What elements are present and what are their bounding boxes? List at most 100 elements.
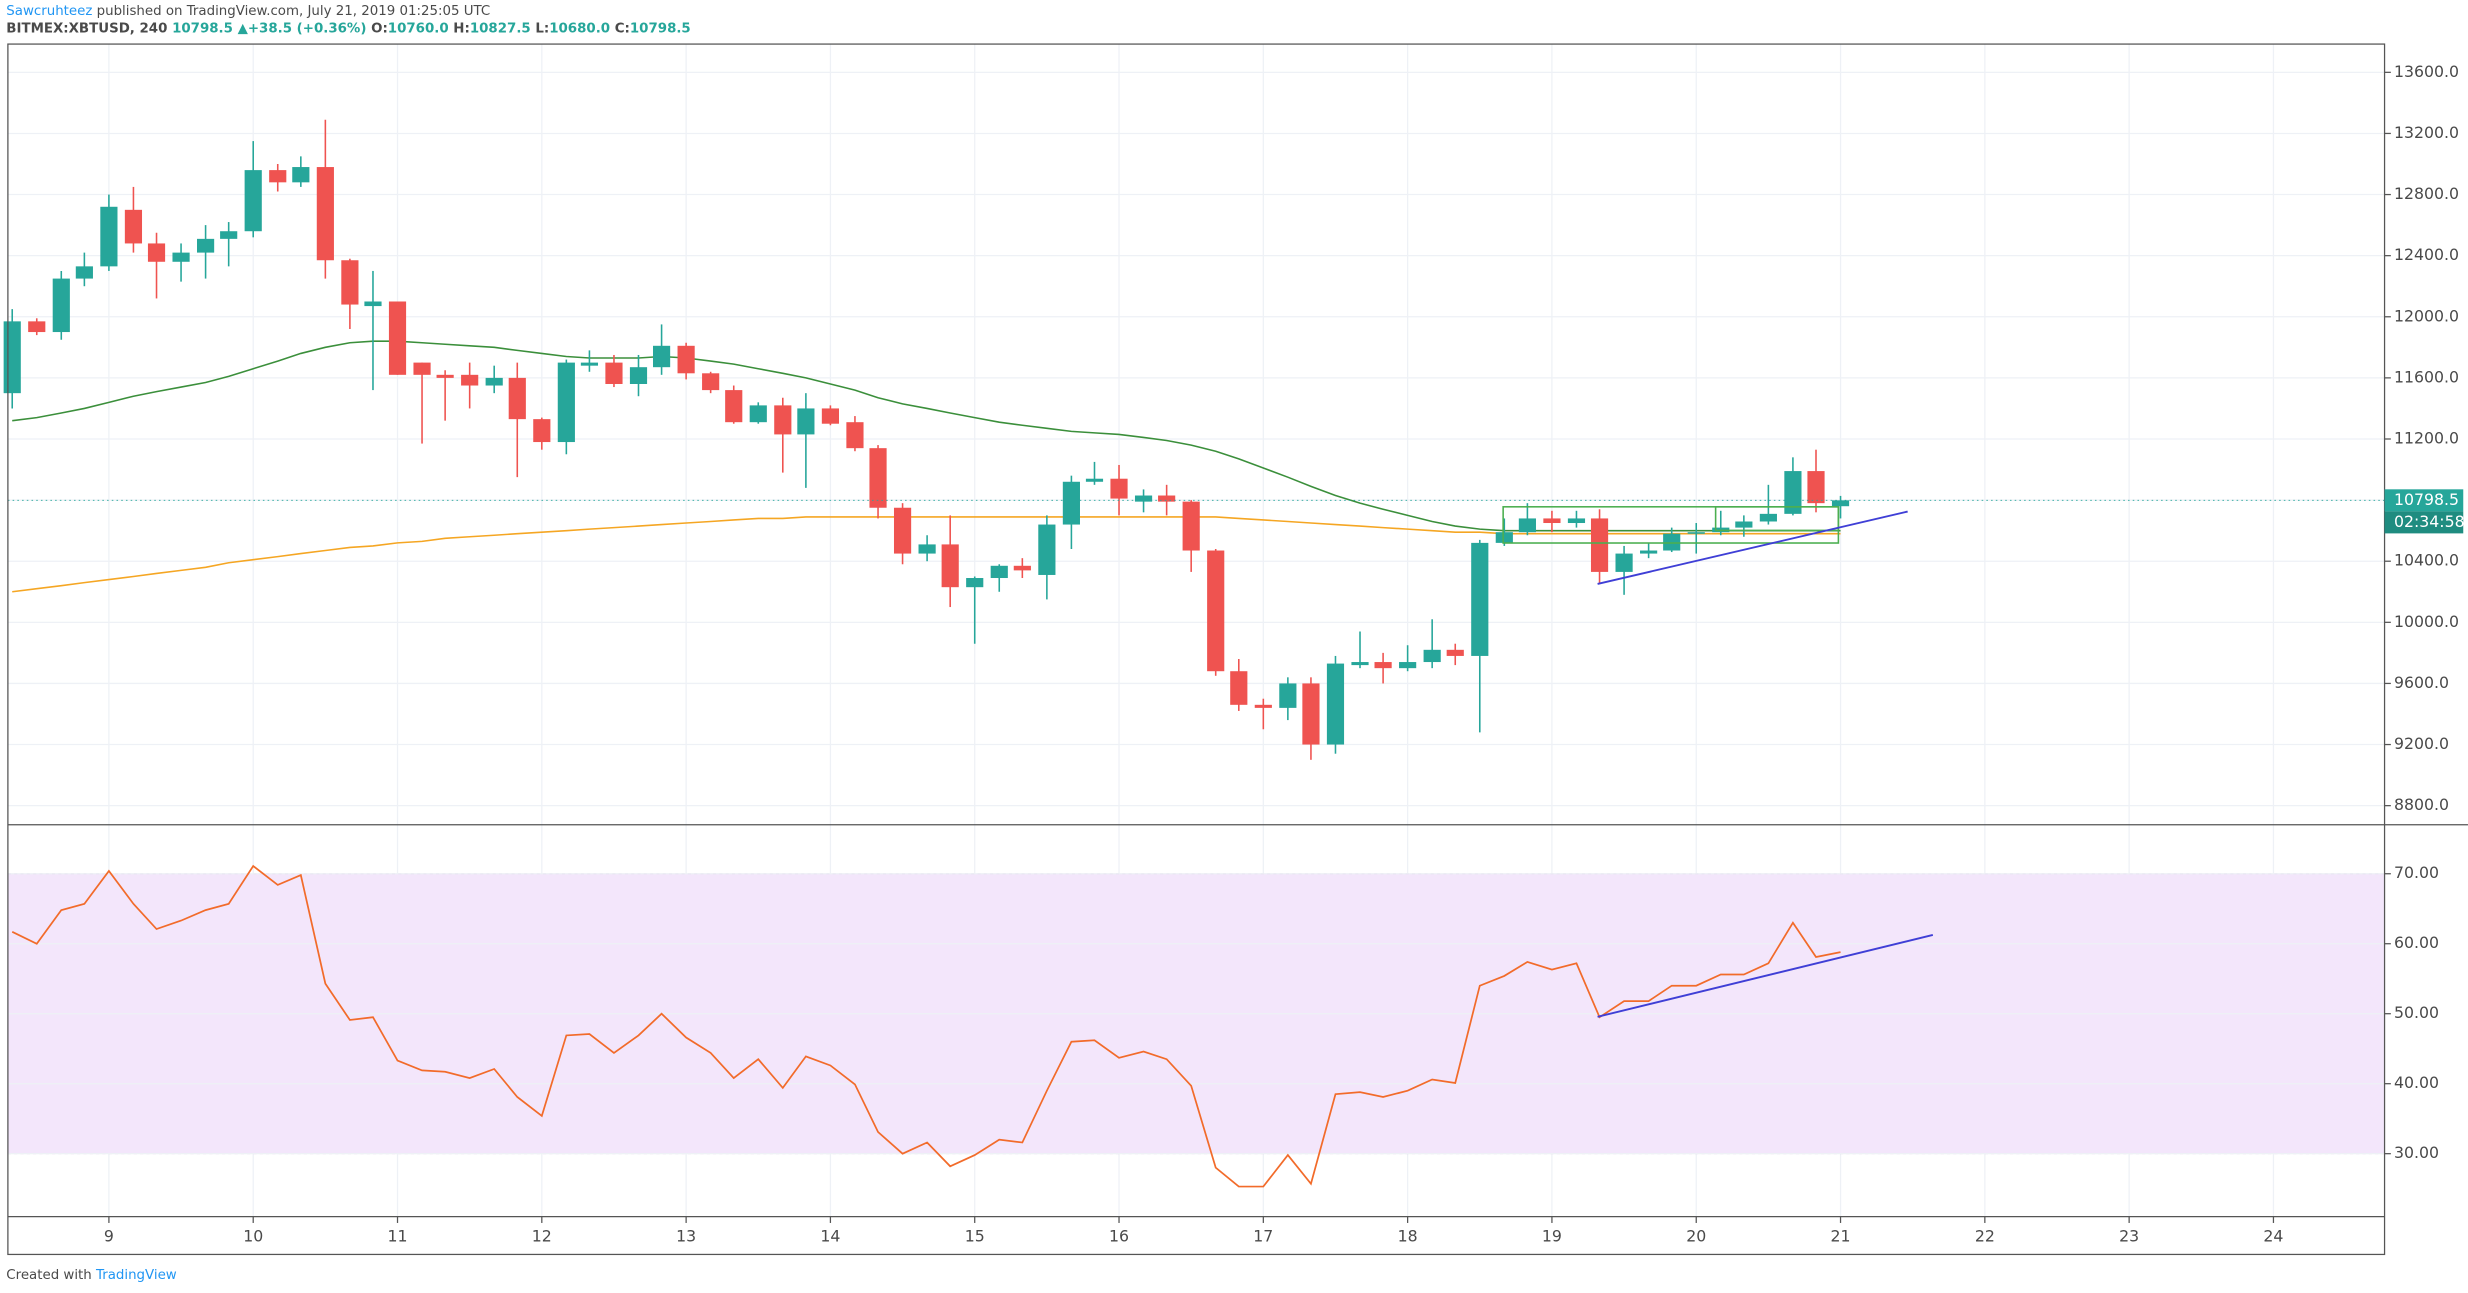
y-tick-label: 12000.0 [2394,306,2459,325]
candle-body [1495,532,1513,543]
y-tick-label: 30.00 [2394,1143,2439,1162]
candle-body [580,362,599,366]
candle-body [702,373,720,391]
candle-body [1687,532,1705,534]
change: +38.5 (+0.36%) [248,21,367,36]
candle-body [1038,524,1056,575]
candle-body [605,362,623,384]
close: 10798.5 [630,21,691,36]
y-tick-label: 13200.0 [2394,123,2459,142]
candle-body [1735,521,1753,528]
moving-average [12,516,1841,593]
x-tick-label: 13 [676,1227,696,1246]
x-tick-label: 22 [1975,1227,1995,1246]
candle-body [1399,662,1417,669]
candle-body [821,408,840,424]
candle-body [749,405,767,423]
candle-body [124,209,143,244]
grid [7,44,2385,1217]
high: 10827.5 [470,21,531,36]
candle-body [774,405,792,435]
candle-body [893,507,912,554]
arrow: ▲ [238,21,249,36]
x-tick-label: 20 [1686,1227,1706,1246]
open: 10760.0 [388,21,449,36]
candle-body [1302,683,1320,745]
candle-body [1446,649,1464,656]
trend-line [1597,934,1934,1018]
y-tick-label: 10400.0 [2394,551,2459,570]
candle-body [1831,500,1850,507]
y-tick-label: 60.00 [2394,933,2439,952]
candle-body [652,345,671,368]
candle-body [1254,704,1272,708]
candle-body [1062,481,1080,525]
candle-body [364,301,382,307]
candle-body [341,260,359,305]
candle-body [797,408,815,435]
symbol-line: BITMEX:XBTUSD, 240 10798.5 ▲+38.5 (+0.36… [6,21,690,36]
candle-body [1784,471,1802,514]
candle-body [869,448,887,508]
y-tick-label: 70.00 [2394,863,2439,882]
candle-body [220,231,238,239]
candle-body [1807,471,1825,504]
candle-body [1230,671,1248,705]
candle-body [461,374,479,386]
candle-body [846,422,864,449]
candle-body [147,243,166,262]
candle-body [485,377,503,386]
candle-body [197,238,215,253]
y-tick-label: 12400.0 [2394,245,2459,264]
candle-body [172,252,190,262]
x-tick-label: 23 [2119,1227,2139,1246]
candle-body [966,578,984,588]
candle-body [508,377,526,420]
candle-body [292,167,310,183]
x-tick-label: 15 [965,1227,985,1246]
header: Sawcruhteez published on TradingView.com… [6,4,690,36]
frame [7,43,2386,1256]
candle-body [990,565,1008,579]
brand: TradingView [95,1268,177,1283]
o-label: O: [371,21,388,36]
candle-body [1759,513,1777,522]
candle-body [75,266,93,279]
candle-body [316,167,334,261]
y-tick-label: 10000.0 [2394,612,2459,631]
y-tick-label: 13600.0 [2394,62,2459,81]
candle-body [533,419,551,443]
candle-body [1423,649,1441,663]
candle-body [1013,565,1031,571]
author: Sawcruhteez [6,4,92,19]
candle-body [1085,478,1104,482]
candle-body [413,362,431,375]
candle-body [244,170,262,232]
rsi-line [11,864,1841,1188]
candle-body [52,278,70,333]
c-label: C: [615,21,630,36]
footer-text: Created with TradingView [6,1268,177,1283]
y-tick-label: 8800.0 [2394,795,2449,814]
candle-body [1351,662,1369,666]
candle-body [677,345,695,374]
candle-body [1590,518,1609,572]
symbol: BITMEX:XBTUSD, 240 [6,21,167,36]
candle-body [1471,542,1489,656]
x-tick-label: 19 [1542,1227,1562,1246]
candle-body [1158,495,1176,502]
candle-body [100,206,118,267]
y-tick-label: 11600.0 [2394,367,2459,386]
candle-body [1110,478,1128,499]
x-tick-label: 17 [1253,1227,1273,1246]
candle-body [1615,553,1633,572]
candle-body [1374,662,1392,669]
candle-body [436,374,454,378]
published: published on TradingView.com, July 21, 2… [97,4,491,19]
y-tick-label: 9600.0 [2394,673,2449,692]
price-tag [2384,489,2464,512]
candle-body [918,544,936,554]
candle-body [1543,518,1561,524]
price-tag-label: 10798.5 [2394,490,2459,509]
